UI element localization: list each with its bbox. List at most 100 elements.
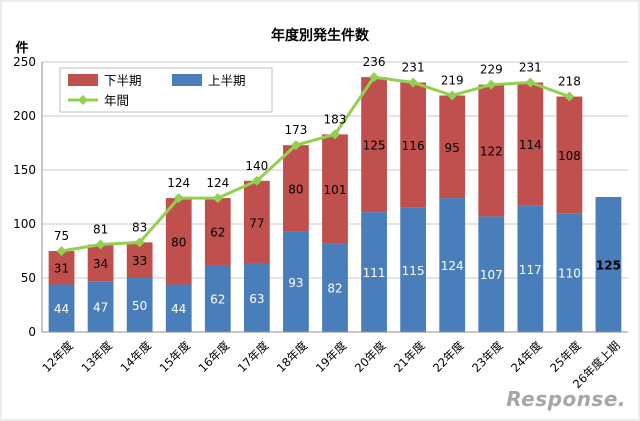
bar-first-half (595, 197, 622, 332)
annual-point-label: 140 (245, 159, 268, 173)
annual-point-label: 124 (206, 176, 229, 190)
bar-second-half-label: 114 (519, 138, 542, 152)
legend-label-second-half: 下半期 (104, 73, 142, 88)
annual-point (447, 90, 458, 101)
bar-second-half-label: 31 (54, 262, 69, 276)
bar-first-half (439, 198, 466, 332)
bar-second-half-label: 80 (171, 235, 186, 249)
annual-point (525, 77, 536, 88)
y-tick-label: 0 (28, 325, 36, 339)
bar-first-half-label: 110 (558, 267, 581, 281)
bar-second-half-label: 80 (288, 182, 303, 196)
bar-second-half (165, 198, 192, 285)
bar-second-half (478, 84, 505, 217)
annual-point-label: 219 (441, 73, 464, 87)
annual-point-label: 236 (363, 55, 386, 69)
bar-first-half (243, 263, 270, 332)
y-tick-label: 150 (13, 163, 36, 177)
bar-second-half (204, 198, 231, 266)
legend-swatch-first-half (172, 74, 202, 86)
annual-point-label: 81 (93, 223, 108, 237)
legend-label-annual: 年間 (104, 93, 129, 108)
response-watermark: Response. (506, 387, 626, 411)
bar-second-half-label: 108 (558, 149, 581, 163)
legend-label-first-half: 上半期 (208, 73, 246, 88)
annual-point-label: 229 (480, 63, 503, 77)
y-tick-label: 100 (13, 217, 36, 231)
annual-point (251, 175, 262, 186)
bar-first-half (48, 284, 75, 332)
bar-second-half (322, 134, 348, 244)
bar-first-half-label: 44 (54, 302, 69, 316)
annual-point (212, 193, 223, 204)
bar-second-half (439, 95, 466, 199)
bar-second-half-label: 34 (93, 257, 108, 271)
bar-first-half-label: 44 (171, 302, 186, 316)
bar-second-half-label: 116 (402, 139, 425, 153)
bar-first-half-label: 107 (480, 268, 503, 282)
annual-point (330, 129, 340, 140)
annual-point-label: 173 (284, 123, 307, 137)
bar-first-half-label: 124 (441, 259, 464, 273)
bar-first-half (322, 243, 348, 332)
bar-first-half-label: 82 (327, 282, 342, 296)
bar-first-half (126, 278, 153, 332)
annual-point (173, 193, 184, 204)
bar-second-half (517, 82, 544, 206)
bar-first-half (400, 207, 427, 332)
legend-swatch-second-half (68, 74, 98, 86)
bar-second-half (243, 180, 270, 264)
bar-first-half-label: 115 (402, 264, 425, 278)
bar-second-half-label: 77 (249, 216, 264, 230)
bar-first-half-label: 62 (210, 293, 225, 307)
annual-point-label: 231 (519, 61, 542, 75)
bar-first-half (361, 212, 387, 332)
annual-point-label: 183 (324, 112, 347, 126)
bar-first-half-label: 125 (596, 259, 621, 273)
y-axis-unit-label: 件 (15, 40, 28, 56)
bar-second-half-label: 101 (324, 183, 347, 197)
bar-second-half (361, 77, 387, 213)
bar-first-half (204, 265, 231, 332)
bar-first-half-label: 93 (288, 276, 303, 290)
bar-second-half (283, 145, 309, 232)
legend-marker-annual (78, 95, 88, 105)
annual-point-label: 218 (558, 75, 581, 89)
bar-second-half (400, 82, 427, 208)
bar-first-half-label: 47 (93, 301, 108, 315)
bar-second-half-label: 122 (480, 145, 503, 159)
bar-first-half (517, 205, 544, 332)
annual-point-label: 75 (54, 229, 69, 243)
bar-first-half (556, 213, 583, 332)
bar-first-half (283, 231, 309, 332)
annual-point (134, 237, 145, 248)
y-tick-label: 50 (21, 271, 36, 285)
bar-second-half-label: 125 (363, 139, 386, 153)
bar-first-half (165, 284, 192, 332)
bar-second-half-label: 33 (132, 254, 147, 268)
annual-point (486, 79, 497, 90)
bar-second-half (48, 251, 75, 285)
annual-point (564, 91, 575, 102)
annual-point (56, 246, 67, 256)
bars: 44 31 47 34 50 33 44 80 62 62 63 77 93 80 82 101 111 125 1… (48, 77, 622, 332)
bar-second-half-label: 95 (445, 141, 460, 155)
bar-second-half (126, 242, 153, 278)
annual-point (408, 77, 419, 88)
y-tick-label: 250 (13, 55, 36, 69)
bar-first-half-label: 117 (519, 263, 542, 277)
annual-point-label: 83 (132, 220, 147, 234)
annual-line-path (61, 75, 570, 253)
bar-first-half (87, 281, 114, 332)
chart-title: 年度別発生件数 (271, 27, 370, 44)
y-tick-label: 200 (13, 109, 36, 123)
bar-second-half (87, 244, 114, 282)
bar-second-half (556, 96, 583, 214)
annual-point (369, 72, 380, 83)
legend-box (59, 67, 273, 113)
annual-point-label: 124 (167, 176, 190, 190)
annual-point (95, 239, 106, 250)
